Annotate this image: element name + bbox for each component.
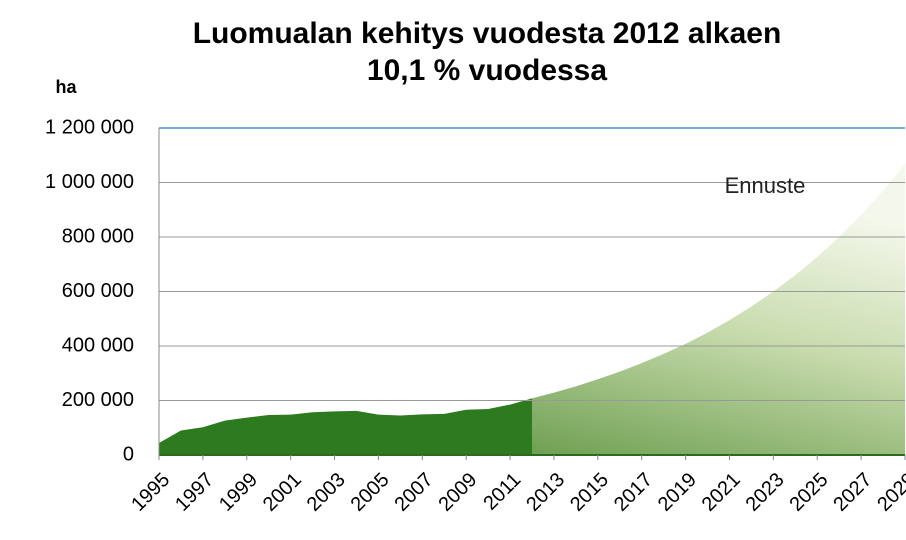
x-tick-label: 2025 <box>785 469 832 516</box>
y-axis-label: ha <box>55 77 77 97</box>
x-tick-label: 2013 <box>522 469 569 516</box>
chart-subtitle: 10,1 % vuodessa <box>367 54 607 87</box>
x-tick-label: 2001 <box>259 469 306 516</box>
x-tick-label: 2007 <box>391 469 438 516</box>
x-tick-label: 1995 <box>127 469 174 516</box>
y-tick-label: 800 000 <box>62 225 134 247</box>
chart-title: Luomualan kehitys vuodesta 2012 alkaen <box>193 17 782 50</box>
x-tick-label: 2017 <box>610 469 657 516</box>
x-tick-label: 2021 <box>698 469 745 516</box>
y-tick-label: 600 000 <box>62 280 134 302</box>
x-tick-label: 2005 <box>347 469 394 516</box>
y-tick-label: 1 000 000 <box>45 171 134 193</box>
x-tick-label: 2029 <box>873 469 906 516</box>
y-tick-label: 400 000 <box>62 334 134 356</box>
x-tick-label: 2003 <box>303 469 350 516</box>
x-tick-label: 2023 <box>742 469 789 516</box>
area <box>159 398 532 455</box>
x-tick-label: 2019 <box>654 469 701 516</box>
x-tick-label: 2009 <box>434 469 481 516</box>
y-tick-label: 1 200 000 <box>45 116 134 138</box>
y-tick-label: 200 000 <box>62 389 134 411</box>
x-tick-label: 2011 <box>479 469 525 515</box>
x-tick-label: 2015 <box>566 469 613 516</box>
area <box>532 163 905 455</box>
annotation: Ennuste <box>725 173 806 198</box>
x-tick-label: 1997 <box>171 469 218 516</box>
y-tick-label: 0 <box>123 443 134 465</box>
x-tick-label: 2027 <box>829 469 876 516</box>
x-tick-label: 1999 <box>215 469 262 516</box>
